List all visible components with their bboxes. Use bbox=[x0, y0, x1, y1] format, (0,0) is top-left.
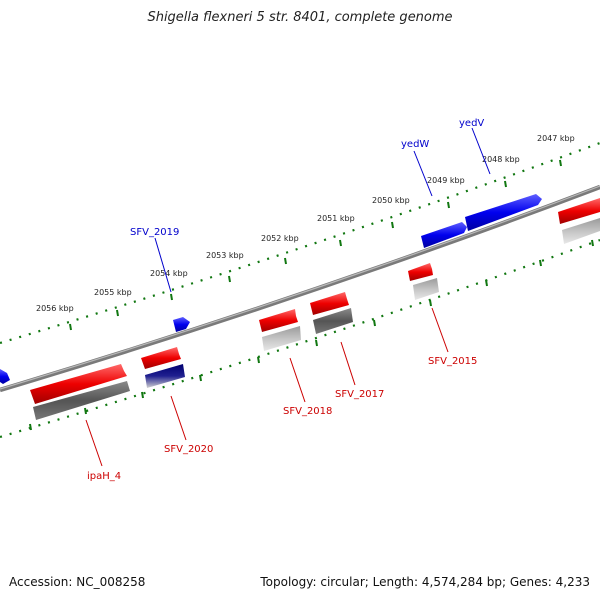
gene-label-reverse[interactable]: SFV_2015 bbox=[428, 356, 477, 367]
genome-backbone-highlight bbox=[0, 185, 600, 390]
gene-label-forward[interactable]: yedW bbox=[401, 139, 429, 150]
gene-shadow bbox=[145, 364, 185, 388]
genome-backbone bbox=[0, 184, 600, 393]
kbp-labels: 2056 kbp 2055 kbp 2054 kbp 2053 kbp 2052… bbox=[36, 134, 575, 313]
inner-tick-track bbox=[0, 238, 600, 439]
kbp-label: 2055 kbp bbox=[94, 288, 132, 297]
gene-label-reverse[interactable]: SFV_2017 bbox=[335, 389, 384, 400]
gene-label-reverse[interactable]: ipaH_4 bbox=[87, 471, 121, 482]
outer-major-ticks bbox=[69, 159, 562, 331]
gene-arrow[interactable] bbox=[558, 198, 600, 224]
kbp-label: 2047 kbp bbox=[537, 134, 575, 143]
kbp-label: 2050 kbp bbox=[372, 196, 410, 205]
gene-arrow[interactable] bbox=[30, 364, 127, 404]
gene-arrow[interactable] bbox=[408, 263, 433, 281]
kbp-label: 2051 kbp bbox=[317, 214, 355, 223]
kbp-label: 2049 kbp bbox=[427, 176, 465, 185]
gene-label-forward[interactable]: SFV_2019 bbox=[130, 227, 179, 238]
reverse-genes bbox=[30, 198, 600, 420]
kbp-label: 2053 kbp bbox=[206, 251, 244, 260]
gene-shadow bbox=[313, 308, 353, 334]
genome-summary-text: Topology: circular; Length: 4,574,284 bp… bbox=[260, 575, 590, 589]
gene-arrow[interactable] bbox=[173, 317, 190, 332]
gene-arrow[interactable] bbox=[310, 292, 349, 315]
outer-tick-track bbox=[0, 141, 600, 345]
gene-shadow bbox=[562, 218, 600, 244]
kbp-label: 2048 kbp bbox=[482, 155, 520, 164]
gene-labels: SFV_2019 yedW yedV ipaH_4 SFV_2020 SFV_2… bbox=[87, 118, 484, 482]
label-leaders bbox=[85, 127, 491, 467]
accession-text: Accession: NC_008258 bbox=[9, 575, 146, 589]
gene-shadow bbox=[413, 278, 439, 300]
gene-arrow[interactable] bbox=[421, 222, 467, 248]
forward-genes bbox=[0, 194, 542, 384]
gene-shadow bbox=[33, 381, 130, 420]
gene-arrow[interactable] bbox=[141, 347, 181, 369]
gene-arrow[interactable] bbox=[259, 309, 298, 332]
inner-major-ticks bbox=[29, 239, 594, 431]
gene-shadow bbox=[262, 326, 301, 351]
gene-label-reverse[interactable]: SFV_2020 bbox=[164, 444, 213, 455]
kbp-label: 2052 kbp bbox=[261, 234, 299, 243]
gene-arrow[interactable] bbox=[465, 194, 542, 231]
kbp-label: 2056 kbp bbox=[36, 304, 74, 313]
map-title: Shigella flexneri 5 str. 8401, complete … bbox=[147, 10, 453, 25]
gene-arrow[interactable] bbox=[0, 369, 10, 384]
gene-label-forward[interactable]: yedV bbox=[459, 118, 484, 129]
gene-label-reverse[interactable]: SFV_2018 bbox=[283, 406, 332, 417]
kbp-label: 2054 kbp bbox=[150, 269, 188, 278]
